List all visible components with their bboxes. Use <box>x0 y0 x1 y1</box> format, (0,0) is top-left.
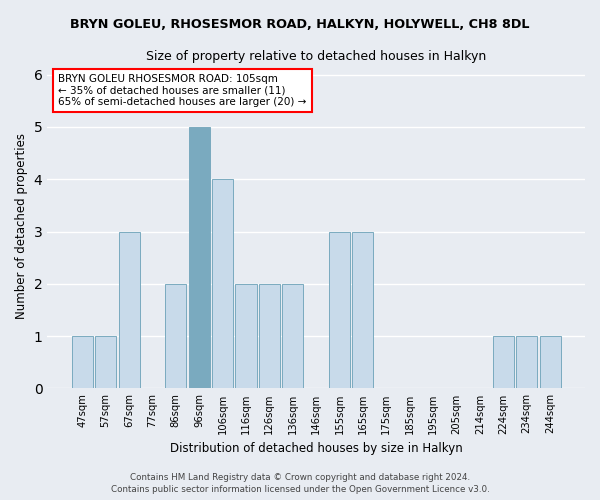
Bar <box>493 336 514 388</box>
X-axis label: Distribution of detached houses by size in Halkyn: Distribution of detached houses by size … <box>170 442 463 455</box>
Bar <box>516 336 537 388</box>
Bar <box>259 284 280 389</box>
Bar <box>165 284 187 389</box>
Bar <box>329 232 350 388</box>
Bar <box>119 232 140 388</box>
Bar <box>282 284 303 389</box>
Bar <box>212 179 233 388</box>
Text: BRYN GOLEU, RHOSESMOR ROAD, HALKYN, HOLYWELL, CH8 8DL: BRYN GOLEU, RHOSESMOR ROAD, HALKYN, HOLY… <box>70 18 530 30</box>
Title: Size of property relative to detached houses in Halkyn: Size of property relative to detached ho… <box>146 50 486 63</box>
Bar <box>235 284 257 389</box>
Bar <box>352 232 373 388</box>
Y-axis label: Number of detached properties: Number of detached properties <box>15 134 28 320</box>
Text: BRYN GOLEU RHOSESMOR ROAD: 105sqm
← 35% of detached houses are smaller (11)
65% : BRYN GOLEU RHOSESMOR ROAD: 105sqm ← 35% … <box>58 74 307 107</box>
Bar <box>539 336 560 388</box>
Bar <box>95 336 116 388</box>
Bar <box>188 127 210 388</box>
Text: Contains HM Land Registry data © Crown copyright and database right 2024.
Contai: Contains HM Land Registry data © Crown c… <box>110 472 490 494</box>
Bar <box>72 336 93 388</box>
